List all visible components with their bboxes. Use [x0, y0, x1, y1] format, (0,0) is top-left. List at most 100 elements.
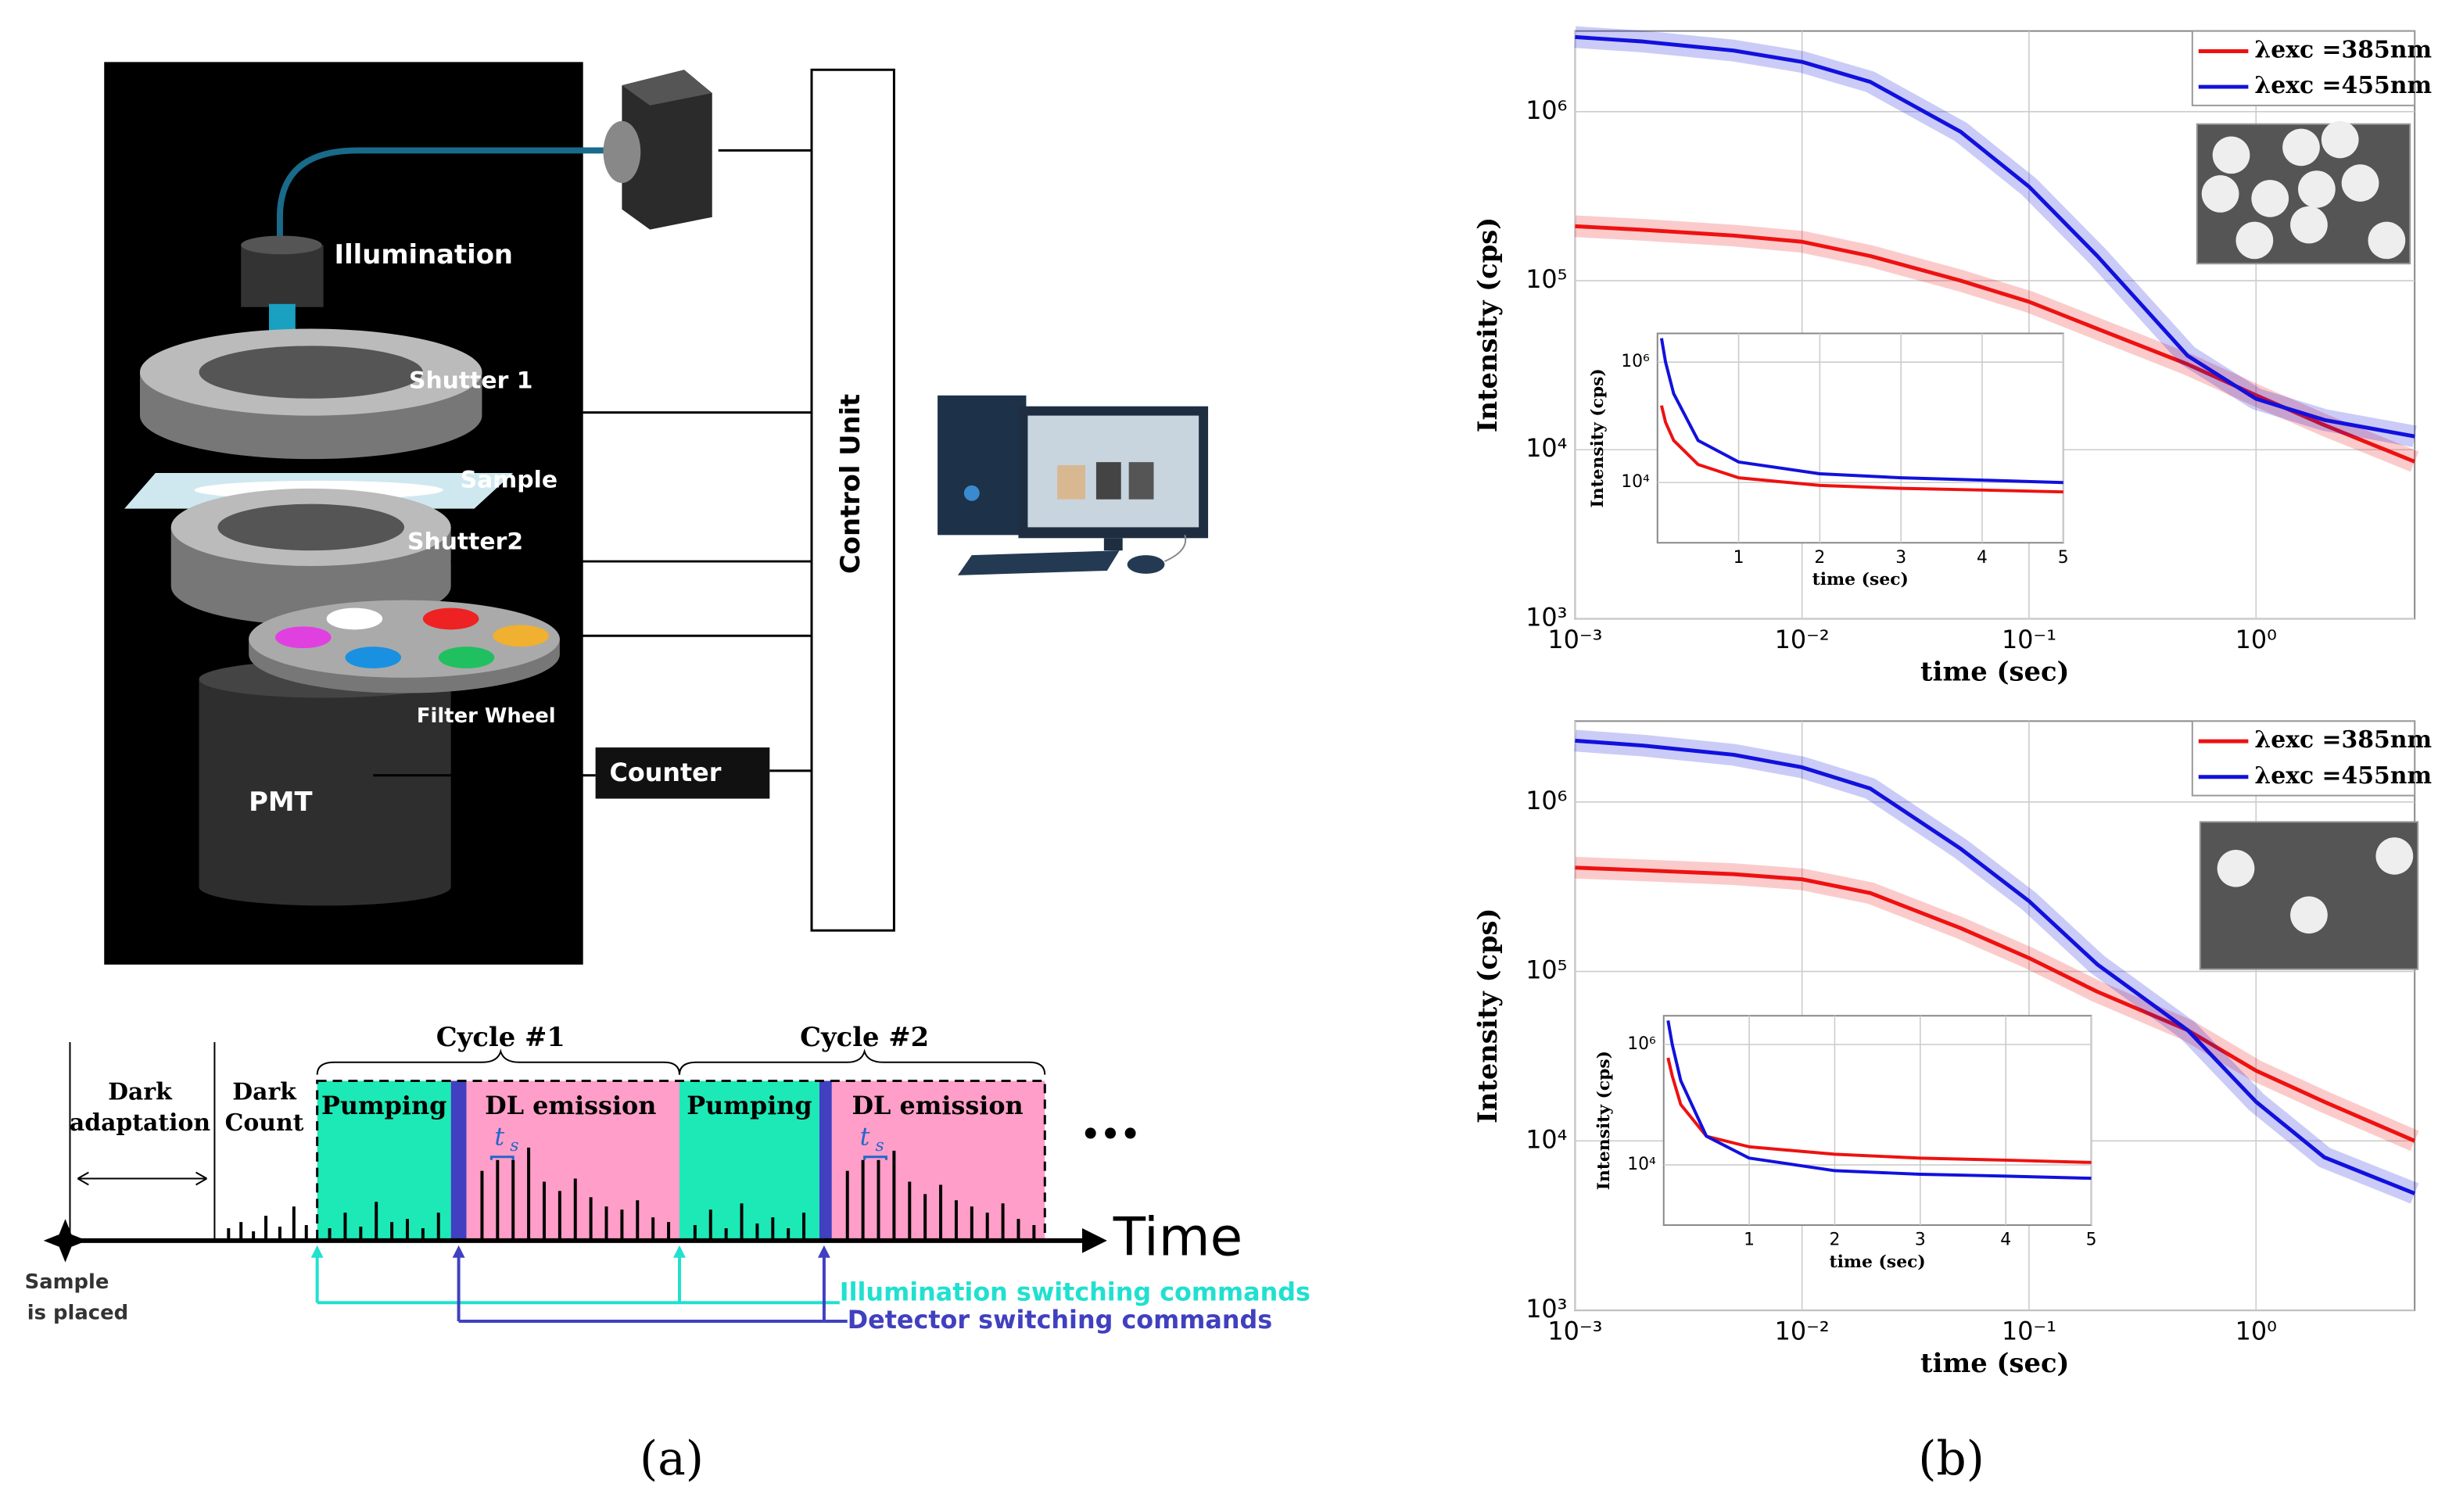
detector-switch: [819, 1080, 832, 1241]
ts-bracket: [489, 1155, 887, 1160]
legend-label: λexc =455nm: [2254, 72, 2432, 99]
x-tick-label: 5: [2086, 1231, 2097, 1250]
shutter-1: [139, 328, 482, 460]
y-tick-label: 10⁴: [1526, 1126, 1567, 1154]
panel-label: (b): [1918, 1432, 1984, 1486]
ts-subscript: s: [510, 1136, 518, 1155]
ts-label: t: [494, 1123, 504, 1151]
particle: [2201, 175, 2239, 213]
y-tick-label: 10⁴: [1526, 435, 1567, 463]
emission-period: [831, 1080, 1045, 1241]
particle: [2321, 120, 2359, 159]
label: Cycle #2: [800, 1021, 929, 1052]
ts-label: t: [860, 1123, 870, 1151]
x-tick-label: 1: [1744, 1231, 1755, 1250]
illumination-command-lines: [315, 1249, 840, 1305]
series-line: [1575, 34, 2415, 439]
x-axis-label: time (sec): [1830, 1252, 1926, 1272]
particle: [2341, 164, 2379, 202]
label: Sample: [461, 466, 558, 493]
y-tick-label: 10³: [1526, 1295, 1567, 1324]
chart: 10⁴ 10⁶ 1 2 3 4 5 time (sec) Intensity (cps): [1594, 1015, 2097, 1272]
label: DL emission: [485, 1091, 656, 1120]
label: Cycle #1: [436, 1021, 565, 1052]
label: Pumping: [321, 1091, 446, 1120]
label: Dark: [232, 1078, 297, 1105]
emission-period: [466, 1080, 679, 1241]
plot-area: [1656, 332, 2064, 544]
label: Count: [225, 1109, 304, 1137]
y-tick-label: 10⁶: [1621, 352, 1650, 371]
series-line: [1659, 405, 2063, 494]
x-tick-label: 10⁻²: [1775, 626, 1830, 654]
x-tick-label: 1: [1733, 548, 1744, 568]
pmt: [199, 661, 451, 906]
particle: [2368, 221, 2406, 260]
particle: [2375, 837, 2414, 875]
x-tick-label: 2: [1814, 548, 1825, 568]
pumping-period: [317, 1080, 451, 1241]
x-tick-label: 4: [2000, 1231, 2011, 1250]
filter-wheel: [249, 600, 560, 693]
axis-label: Time: [1113, 1206, 1242, 1267]
x-tick-label: 10⁻³: [1547, 626, 1602, 654]
particle: [2282, 128, 2320, 167]
particle: [2290, 896, 2328, 934]
x-tick-label: 10⁰: [2235, 626, 2277, 654]
y-tick-label: 10⁵: [1526, 266, 1567, 294]
detector-command-lines: [457, 1249, 848, 1324]
x-tick-label: 4: [1977, 548, 1988, 568]
label: Shutter2: [407, 528, 523, 556]
arrowheads: [452, 1245, 830, 1258]
y-tick-label: 10⁴: [1621, 472, 1650, 492]
label: LED Source: [611, 236, 740, 260]
x-tick-label: 10⁻¹: [2002, 1318, 2056, 1346]
y-axis-label: Intensity (cps): [1472, 217, 1503, 432]
plot-area: [1662, 1015, 2092, 1227]
y-axis-label: Intensity (cps): [1594, 1051, 1614, 1190]
y-tick-label: 10⁶: [1526, 787, 1567, 815]
label: PMT: [249, 786, 312, 817]
y-tick-label: 10⁵: [1526, 957, 1567, 985]
label: Counter: [610, 759, 722, 787]
computer: [938, 395, 1209, 575]
label: Illumination: [335, 239, 513, 270]
label: Illumination switching commands: [840, 1278, 1310, 1306]
counts: [227, 1147, 1036, 1241]
y-tick-label: 10⁶: [1526, 97, 1567, 125]
y-axis-label: Intensity (cps): [1472, 908, 1503, 1123]
x-tick-label: 10⁻¹: [2002, 626, 2056, 654]
label: is placed: [27, 1302, 128, 1325]
x-tick-label: 10⁰: [2235, 1318, 2277, 1346]
x-axis-label: time (sec): [1920, 655, 2070, 686]
particle: [2217, 850, 2255, 887]
legend: [2191, 30, 2416, 106]
counter-box: [595, 747, 770, 799]
x-tick-label: 5: [2058, 548, 2069, 568]
setup-diagram: LED Source Illumination Shutter 1 Sample…: [104, 62, 1209, 965]
arrowheads: [310, 1245, 686, 1258]
star: [43, 1219, 88, 1263]
timeline: Dark adaptation Dark Count Cycle #1 Cycl…: [25, 1021, 1310, 1335]
pumping-period: [679, 1080, 819, 1241]
ellipsis: •••: [1081, 1117, 1140, 1153]
label: Control Unit: [835, 394, 866, 574]
particle: [2212, 136, 2250, 174]
label: Pumping: [687, 1091, 812, 1120]
legend: [2191, 720, 2416, 797]
brace: [316, 1048, 680, 1075]
arrow: [1082, 1228, 1107, 1253]
lens: [269, 303, 296, 332]
series-line: [1666, 1020, 2092, 1181]
label: adaptation: [70, 1109, 210, 1137]
chart: 10⁴ 10⁶ 1 2 3 4 5 time (sec) Intensity (cps): [1587, 332, 2069, 589]
span-arrow: [77, 1171, 207, 1186]
series-line: [1659, 338, 2063, 485]
particle: [2298, 170, 2336, 208]
label: Shutter 1: [409, 367, 533, 394]
charts: 10³ 10⁴ 10⁵ 10⁶ 10⁻³ 10⁻² 10⁻¹ 10⁰ time (sec) Int…: [1472, 26, 2432, 1378]
brace: [678, 1048, 1046, 1075]
illumination-top: [241, 235, 322, 255]
fiber: [276, 147, 607, 252]
